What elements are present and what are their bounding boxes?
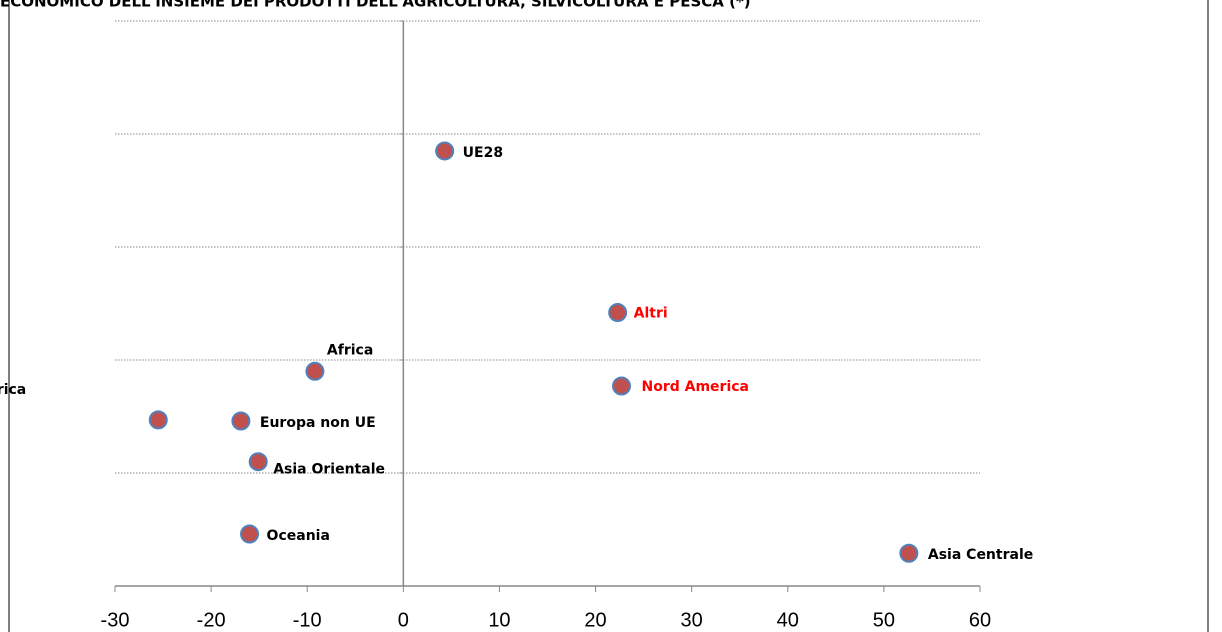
point-label: Asia Orientale (273, 462, 385, 478)
point (608, 303, 628, 323)
point-label: Europa non UE (260, 415, 376, 431)
point-label: Oceania (267, 528, 330, 544)
x-tick-label: -30 (101, 609, 130, 631)
point (435, 141, 455, 161)
chart-frame (8, 0, 1209, 632)
point-label: UE28 (463, 145, 503, 161)
point (231, 411, 251, 431)
point-label: Nord America (642, 379, 750, 395)
point (899, 543, 919, 563)
x-tick-label: -10 (293, 609, 322, 631)
point (240, 524, 260, 544)
x-tick-label: 20 (584, 609, 606, 631)
point (305, 361, 325, 381)
x-tick-label: 40 (777, 609, 799, 631)
point (612, 376, 632, 396)
point-label: Africa (327, 342, 373, 358)
point (148, 410, 168, 430)
point-label: Altri (634, 306, 668, 322)
x-tick-label: 30 (681, 609, 703, 631)
x-tick-label: 60 (969, 609, 991, 631)
x-tick-label: 50 (873, 609, 895, 631)
x-tick-label: 0 (398, 609, 409, 631)
chart-title: ECONOMICO DELL'INSIEME DEI PRODOTTI DELL… (0, 0, 751, 11)
point-label: Sud e Centro America (0, 382, 26, 398)
x-tick-label: -20 (197, 609, 226, 631)
point-label: Asia Centrale (928, 547, 1033, 563)
x-tick-label: 10 (488, 609, 510, 631)
point (248, 452, 268, 472)
